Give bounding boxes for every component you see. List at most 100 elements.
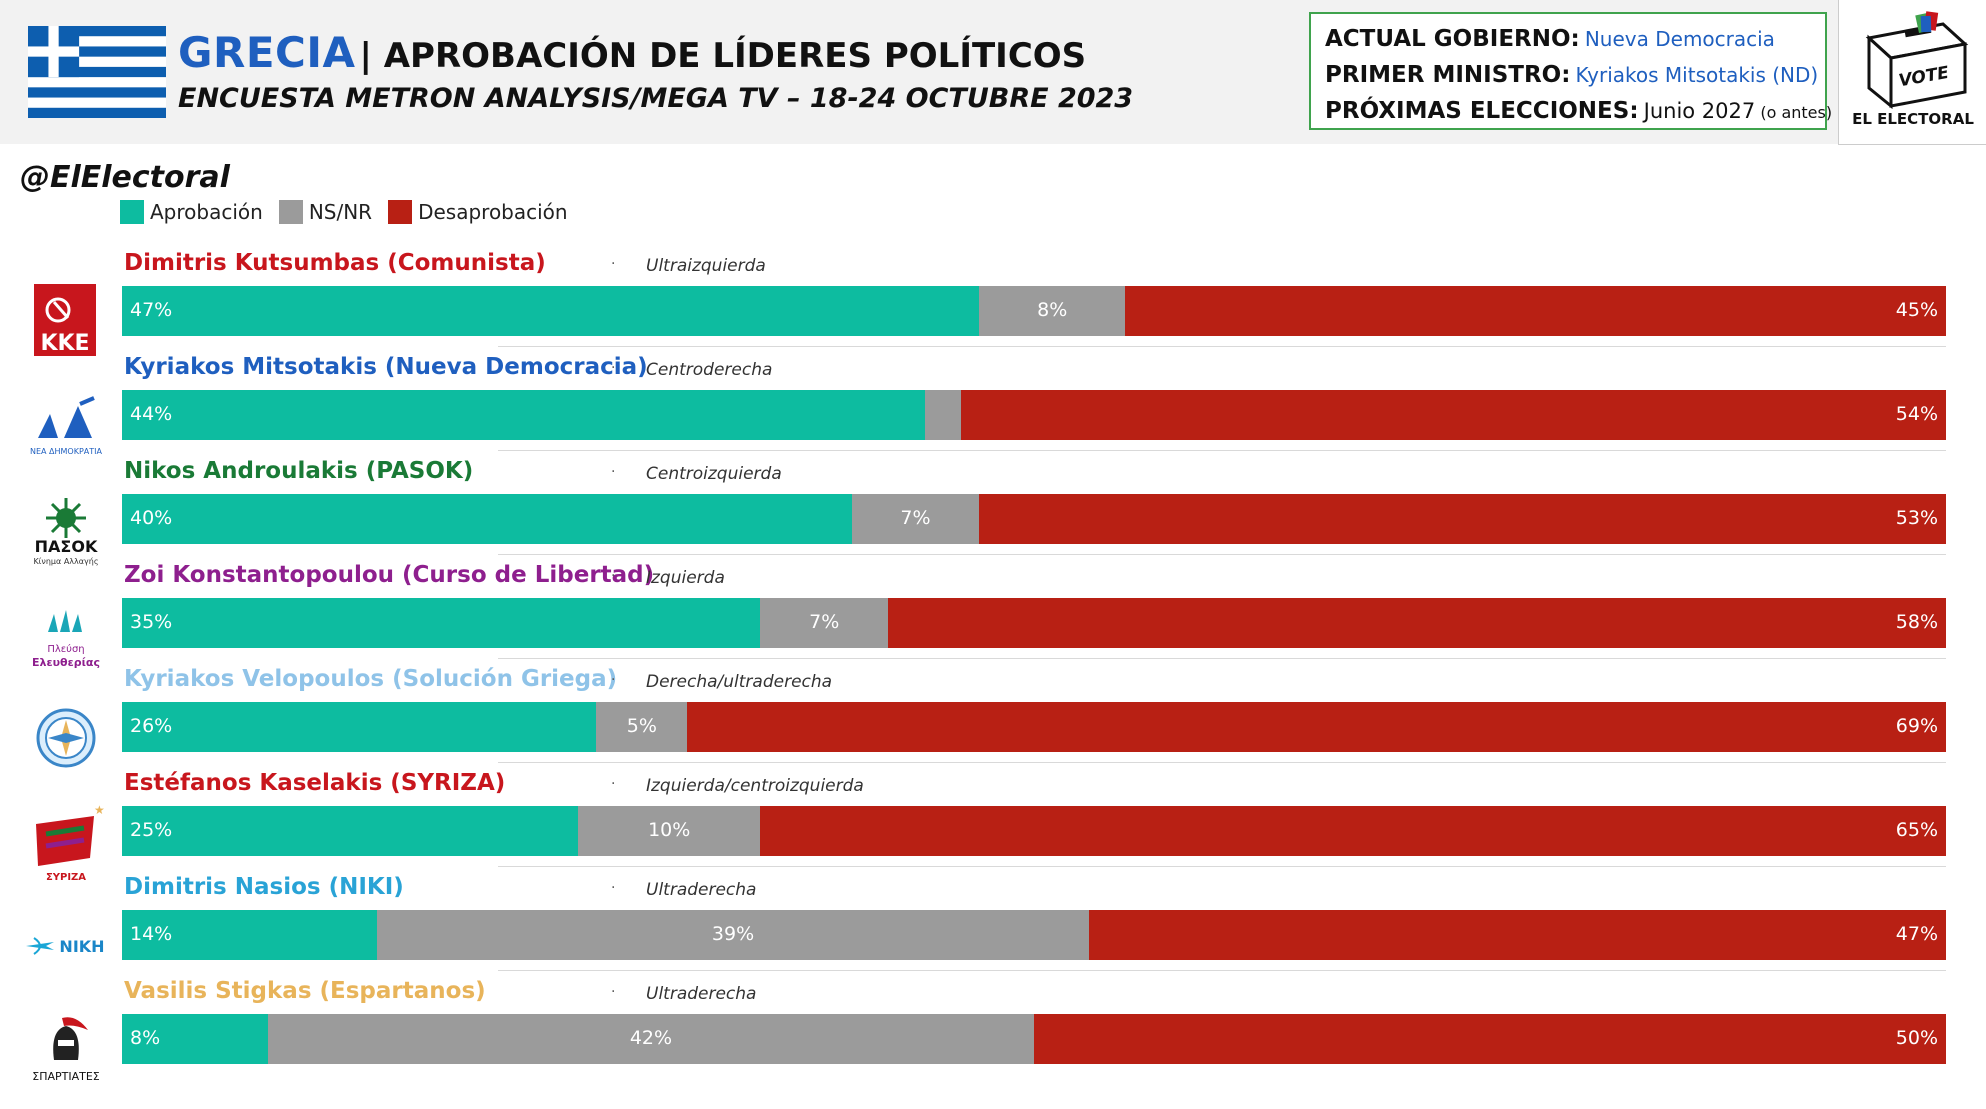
bar-segment-approval — [122, 910, 378, 960]
niki-logo-icon: NIKH — [24, 904, 108, 988]
party-logo-text: ΝΕΑ ΔΗΜΟΚΡΑΤΙΑ — [30, 447, 103, 456]
next-elections-key: PRÓXIMAS ELECCIONES: — [1325, 98, 1639, 124]
bar-segment-approval — [122, 494, 852, 544]
bar-segment-disapproval — [979, 494, 1946, 544]
greece-flag-icon — [28, 26, 166, 118]
nd-logo-icon: ΝΕΑ ΔΗΜΟΚΡΑΤΙΑ — [24, 384, 108, 468]
row-separator — [498, 970, 1946, 971]
bar-segment-approval — [122, 286, 980, 336]
elliniki-lysi-logo-icon — [24, 696, 108, 780]
bar-segment-nsnr — [760, 598, 889, 648]
data-label-nsnr: 8% — [1037, 299, 1068, 321]
bar-segment-disapproval — [760, 806, 1946, 856]
bar-segment-nsnr — [377, 910, 1089, 960]
legend-label-approval: Aprobación — [150, 200, 263, 224]
ideology-bullet: · — [611, 360, 616, 376]
row-separator — [498, 866, 1946, 867]
el-electoral-logo: VOTE EL ELECTORAL — [1838, 0, 1986, 145]
data-label-nsnr: 5% — [626, 715, 657, 737]
ideology-bullet: · — [611, 464, 616, 480]
ideology-label: Izquierda/centroizquierda — [646, 776, 864, 796]
bar-segment-approval — [122, 1014, 268, 1064]
bar-segment-disapproval — [888, 598, 1946, 648]
row-separator — [498, 762, 1946, 763]
ideology-bullet: · — [611, 984, 616, 1000]
ideology-label: Izquierda — [646, 568, 725, 588]
bar-segment-disapproval — [961, 390, 1946, 440]
ideology-label: Ultraderecha — [646, 984, 757, 1004]
party-logo-text: Πλεύση — [47, 643, 84, 655]
data-label-approval: 40% — [130, 507, 173, 529]
prime-minister-key: PRIMER MINISTRO: — [1325, 62, 1571, 88]
government-value: Nueva Democracia — [1584, 27, 1775, 51]
data-label-approval: 26% — [130, 715, 173, 737]
leader-name: Nikos Androulakis (PASOK) — [124, 458, 474, 484]
bar-segment-nsnr — [924, 390, 962, 440]
ideology-bullet: · — [611, 880, 616, 896]
country-title: GRECIA — [178, 28, 356, 77]
data-label-approval: 14% — [130, 923, 173, 945]
leader-name: Kyriakos Velopoulos (Solución Griega) — [124, 666, 618, 692]
bar-segment-nsnr — [578, 806, 761, 856]
legend-swatch-nsnr — [278, 200, 303, 224]
bar-segment-nsnr — [979, 286, 1126, 336]
ideology-bullet: · — [611, 776, 616, 792]
data-label-disapproval: 54% — [1895, 403, 1938, 425]
ideology-label: Derecha/ultraderecha — [646, 672, 833, 692]
ideology-bullet: · — [611, 256, 616, 272]
row-separator — [498, 658, 1946, 659]
party-logo-text: ΣΥΡΙΖΑ — [46, 872, 86, 883]
ballot-box-icon: VOTE EL ELECTORAL — [1852, 11, 1974, 128]
prime-minister-row: PRIMER MINISTRO: Kyriakos Mitsotakis (ND… — [1325, 58, 1818, 94]
legend-item-approval: Aprobación — [120, 200, 263, 224]
next-elections-value: Junio 2027 — [1643, 99, 1756, 123]
legend-item-nsnr: NS/NR — [278, 200, 373, 224]
ideology-label: Centroderecha — [646, 360, 773, 380]
bar-segment-disapproval — [1034, 1014, 1946, 1064]
data-label-nsnr: 7% — [900, 507, 931, 529]
kke-logo-icon: KKE — [24, 280, 108, 364]
bar-segment-approval — [122, 390, 925, 440]
ideology-bullet: · — [611, 568, 616, 584]
row-separator — [498, 346, 1946, 347]
chart-legend: Aprobación NS/NR Desaprobación — [120, 200, 584, 224]
data-label-approval: 35% — [130, 611, 173, 633]
data-label-disapproval: 65% — [1895, 819, 1938, 841]
data-label-disapproval: 58% — [1895, 611, 1938, 633]
bar-segment-nsnr — [267, 1014, 1034, 1064]
leader-name: Estéfanos Kaselakis (SYRIZA) — [124, 770, 506, 796]
legend-swatch-disapproval — [388, 200, 413, 224]
data-label-nsnr: 10% — [648, 819, 691, 841]
legend-swatch-approval — [120, 200, 144, 224]
government-key: ACTUAL GOBIERNO: — [1325, 26, 1580, 52]
party-logo-text: KKE — [40, 331, 89, 356]
pasok-logo-icon: ΠΑΣΟΚ Κίνημα Αλλαγής — [24, 488, 108, 572]
leader-name: Dimitris Kutsumbas (Comunista) — [124, 250, 546, 276]
party-logo-text: Ελευθερίας — [32, 656, 100, 669]
government-info-box: ACTUAL GOBIERNO: Nueva Democracia PRIMER… — [1309, 12, 1832, 130]
legend-label-disapproval: Desaprobación — [418, 200, 568, 224]
next-elections-note: (o antes) — [1760, 103, 1833, 122]
data-label-approval: 44% — [130, 403, 173, 425]
bar-segment-approval — [122, 806, 578, 856]
row-separator — [498, 450, 1946, 451]
plefsi-logo-icon: Πλεύση Ελευθερίας — [24, 592, 108, 676]
party-logo-text: Κίνημα Αλλαγής — [33, 557, 98, 566]
spartiates-logo-icon: ΣΠΑΡΤΙΑΤΕΣ — [24, 1008, 108, 1092]
leader-name: Dimitris Nasios (NIKI) — [124, 874, 404, 900]
government-row: ACTUAL GOBIERNO: Nueva Democracia — [1325, 22, 1811, 58]
ideology-bullet: · — [611, 672, 616, 688]
data-label-nsnr: 7% — [809, 611, 840, 633]
bar-segment-nsnr — [851, 494, 980, 544]
bar-segment-disapproval — [687, 702, 1946, 752]
bar-segment-approval — [122, 598, 761, 648]
prime-minister-value: Kyriakos Mitsotakis (ND) — [1575, 63, 1819, 87]
data-label-disapproval: 45% — [1895, 299, 1938, 321]
legend-label-nsnr: NS/NR — [308, 200, 373, 224]
legend-item-disapproval: Desaprobación — [388, 200, 568, 224]
data-label-approval: 25% — [130, 819, 173, 841]
data-label-disapproval: 53% — [1895, 507, 1938, 529]
leader-name: Kyriakos Mitsotakis (Nueva Democracia) — [124, 354, 648, 380]
bar-segment-disapproval — [1088, 910, 1946, 960]
ideology-label: Centroizquierda — [646, 464, 782, 484]
